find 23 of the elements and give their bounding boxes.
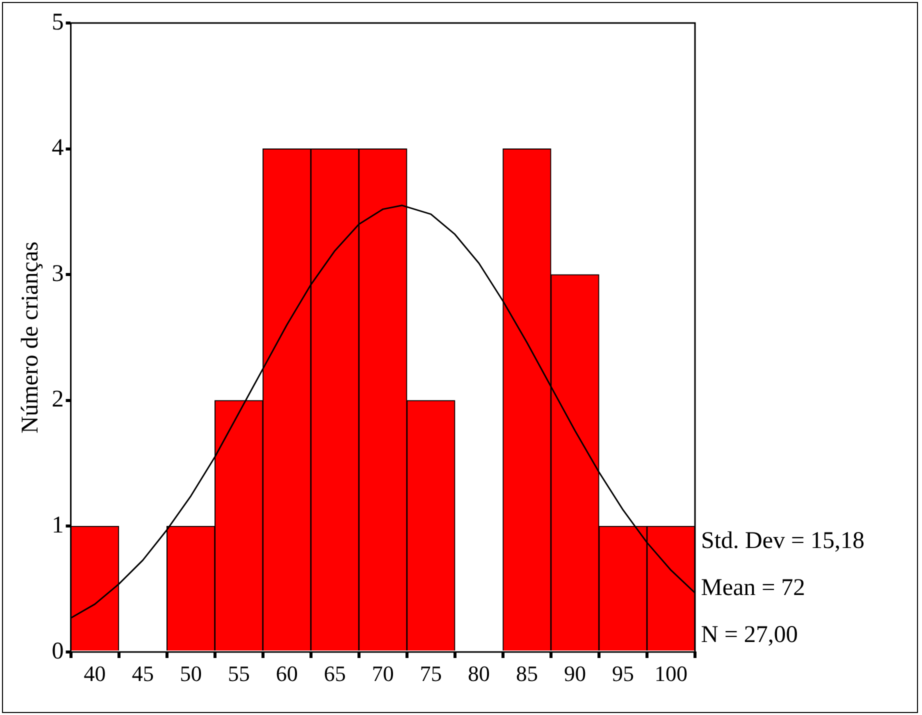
x-tick-label: 80	[468, 660, 490, 686]
y-axis-title: Número de crianças	[18, 242, 44, 434]
text: Std. Dev = 15,18	[701, 528, 865, 554]
x-tick-label: 65	[324, 660, 346, 686]
y-tick-label: 0	[52, 638, 64, 664]
text: N = 27,00	[701, 622, 798, 648]
x-tick-label: 40	[84, 660, 106, 686]
x-tick-label: 70	[372, 660, 394, 686]
y-tick-label: 2	[52, 386, 64, 413]
x-tick-label: 75	[420, 660, 442, 686]
y-tick-label: 1	[52, 512, 64, 538]
y-tick-label: 5	[52, 9, 64, 36]
x-tick-label: 95	[612, 660, 634, 686]
text: Mean = 72	[701, 575, 806, 601]
x-tick-label: 55	[228, 660, 250, 686]
x-tick-label: 45	[132, 660, 154, 686]
x-tick-label: 60	[276, 660, 298, 686]
x-tick-label: 50	[180, 660, 202, 686]
x-tick-label: 90	[564, 660, 586, 686]
y-tick-label: 4	[52, 135, 64, 162]
y-tick-label: 3	[52, 260, 64, 287]
x-tick-label: 100	[654, 660, 688, 686]
x-tick-label: 85	[516, 660, 538, 686]
